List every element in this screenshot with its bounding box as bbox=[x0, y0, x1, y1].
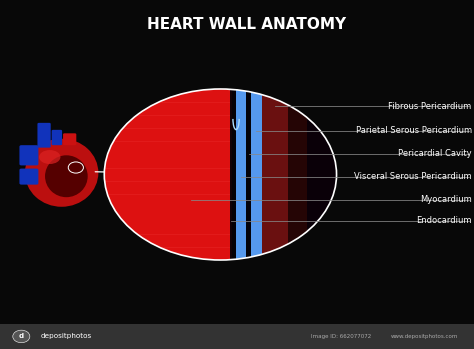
Bar bbox=[251, 89, 262, 260]
Circle shape bbox=[104, 89, 337, 260]
Text: Myocardium: Myocardium bbox=[420, 195, 472, 204]
FancyBboxPatch shape bbox=[19, 169, 38, 185]
Bar bbox=[104, 141, 236, 142]
Text: Image ID: 662077072: Image ID: 662077072 bbox=[311, 334, 372, 339]
Text: HEART WALL ANATOMY: HEART WALL ANATOMY bbox=[147, 17, 346, 32]
Bar bbox=[0, 324, 474, 349]
Bar bbox=[246, 89, 251, 260]
Bar bbox=[104, 194, 236, 195]
FancyBboxPatch shape bbox=[52, 130, 62, 145]
Bar bbox=[104, 89, 236, 260]
Bar bbox=[104, 247, 236, 248]
Bar bbox=[104, 221, 236, 222]
Ellipse shape bbox=[39, 150, 61, 164]
Text: Pericardial Cavity: Pericardial Cavity bbox=[398, 149, 472, 158]
Bar bbox=[104, 168, 236, 169]
FancyBboxPatch shape bbox=[63, 133, 76, 145]
Text: Fibrous Pericardium: Fibrous Pericardium bbox=[388, 102, 472, 111]
Circle shape bbox=[13, 330, 30, 343]
Text: Parietal Serous Pericardium: Parietal Serous Pericardium bbox=[356, 126, 472, 135]
Bar bbox=[236, 89, 246, 260]
Text: d: d bbox=[19, 333, 24, 340]
Bar bbox=[104, 102, 236, 103]
FancyBboxPatch shape bbox=[37, 123, 51, 148]
Bar bbox=[104, 128, 236, 129]
Bar bbox=[104, 181, 236, 182]
Ellipse shape bbox=[25, 139, 99, 207]
Bar bbox=[104, 234, 236, 235]
Text: www.depositphotos.com: www.depositphotos.com bbox=[391, 334, 458, 339]
Text: depositphotos: depositphotos bbox=[41, 333, 92, 340]
Bar bbox=[230, 89, 232, 260]
FancyBboxPatch shape bbox=[19, 145, 38, 165]
Bar bbox=[262, 89, 288, 260]
Text: Visceral Serous Pericardium: Visceral Serous Pericardium bbox=[354, 172, 472, 181]
Bar bbox=[232, 89, 236, 260]
Bar bbox=[288, 89, 307, 260]
Text: Endocardium: Endocardium bbox=[416, 216, 472, 225]
Ellipse shape bbox=[45, 155, 88, 197]
Bar bbox=[104, 115, 236, 116]
